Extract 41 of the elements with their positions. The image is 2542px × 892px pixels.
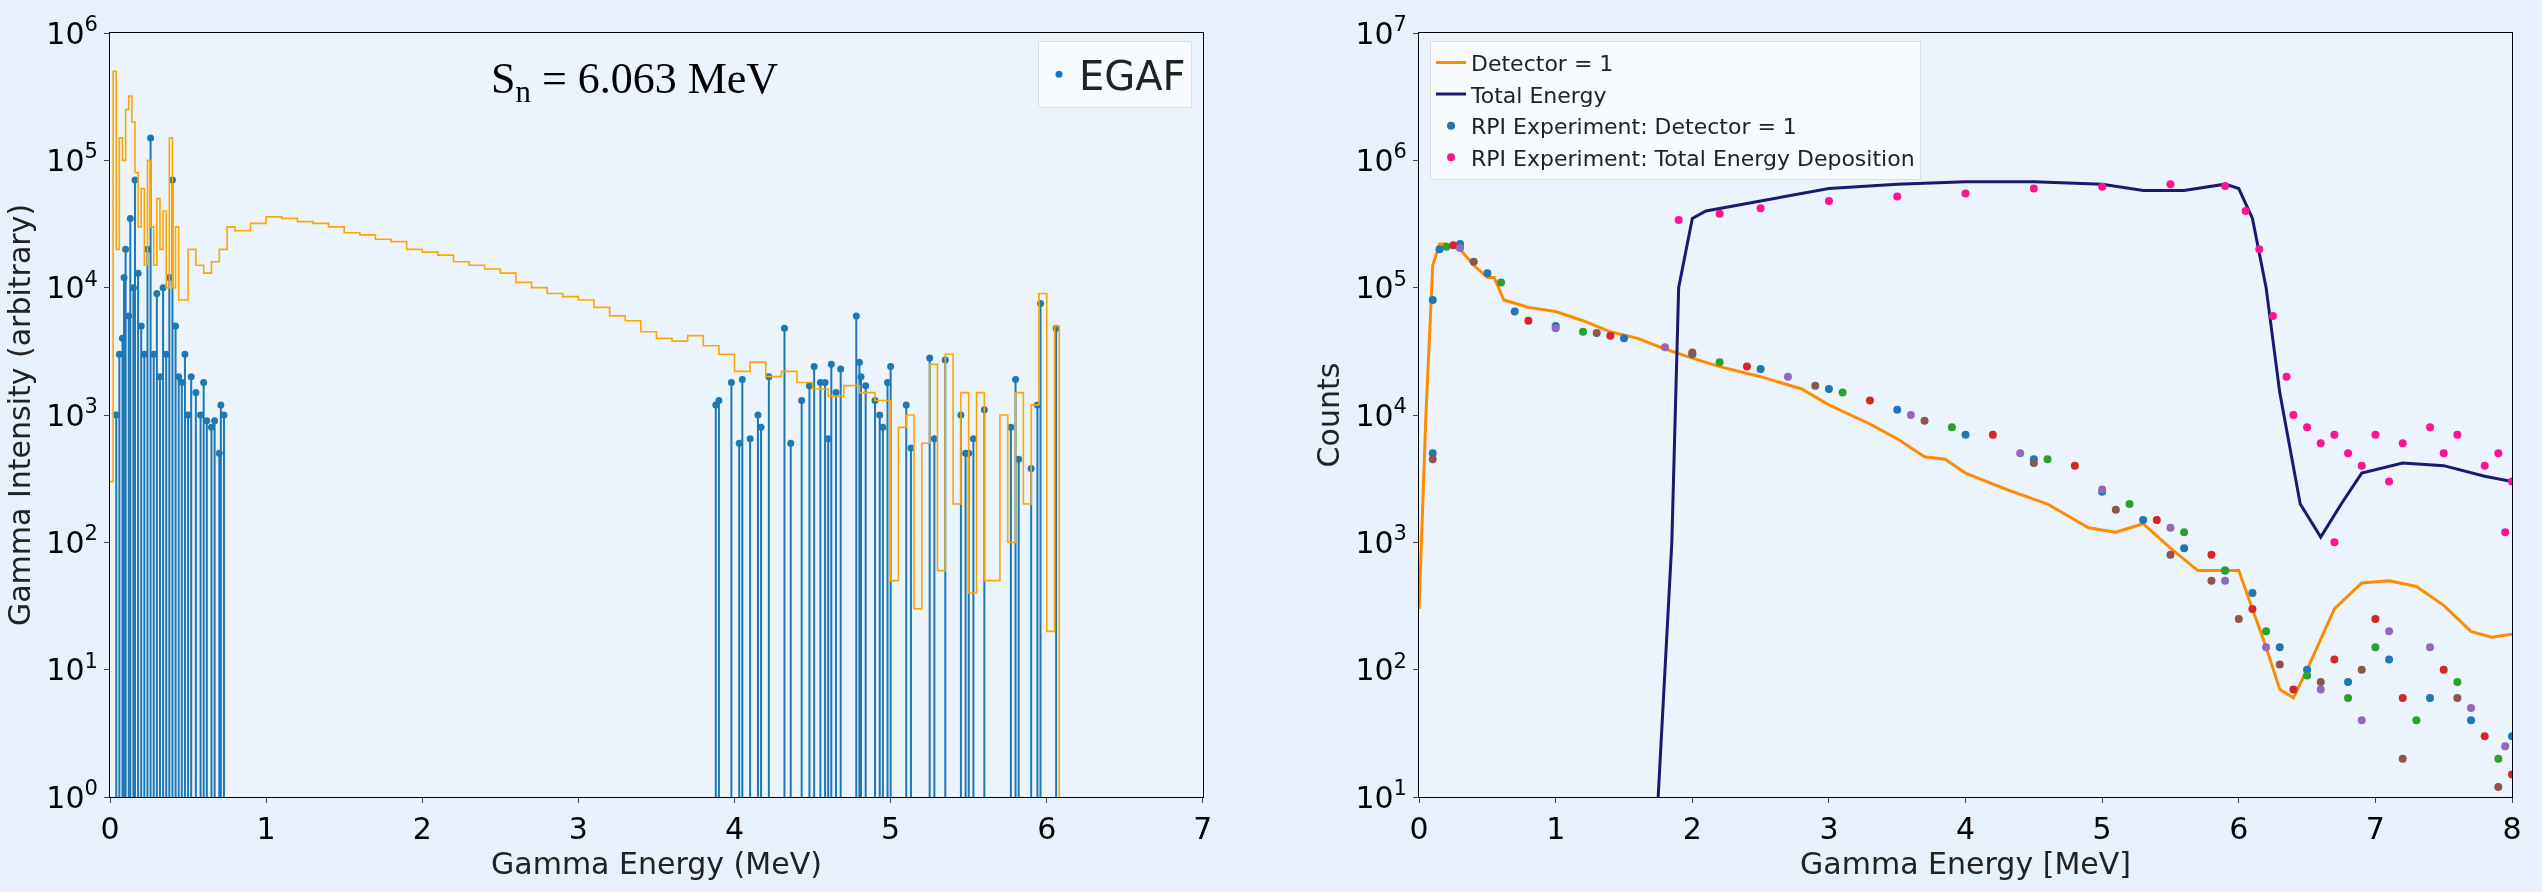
y-tick-label: 10$^{2}$ — [46, 521, 98, 560]
y-axis-title: Gamma Intensity (arbitrary) — [2, 203, 38, 627]
legend-label: Detector = 1 — [1471, 51, 1614, 77]
y-tick-label: 10$^{3}$ — [46, 393, 98, 433]
legend-label: EGAF — [1078, 52, 1186, 99]
y-tick-label: 10$^{3}$ — [1355, 521, 1407, 560]
x-tick-label: 3 — [1819, 811, 1839, 847]
x-tick-label: 4 — [724, 811, 745, 847]
x-tick-label: 7 — [1193, 811, 1213, 847]
y-tick-label: 10$^{7}$ — [1355, 11, 1407, 51]
x-tick-label: 5 — [881, 811, 901, 847]
y-tick-label: 10$^{6}$ — [46, 11, 98, 51]
y-tick-label: 10$^{6}$ — [1355, 139, 1407, 178]
x-tick-label: 1 — [1546, 811, 1566, 847]
x-tick-label: 7 — [2365, 811, 2385, 847]
x-tick-label: 3 — [568, 811, 588, 847]
y-tick-label: 10$^{1}$ — [46, 648, 98, 688]
x-axis-title: Gamma Energy (MeV) — [491, 846, 822, 882]
x-tick-label: 0 — [100, 811, 120, 847]
x-tick-label: 1 — [256, 811, 276, 847]
y-tick-label: 10$^{5}$ — [1355, 266, 1407, 306]
y-tick-label: 10$^{1}$ — [1355, 775, 1407, 815]
y-tick-label: 10$^{0}$ — [46, 775, 98, 815]
x-tick-label: 2 — [412, 811, 432, 847]
annotation: S$_{n}$ = 6.063 MeV — [491, 54, 779, 110]
x-tick-label: 0 — [1409, 811, 1429, 847]
x-tick-label: 8 — [2502, 811, 2522, 847]
y-tick-label: 10$^{4}$ — [1355, 393, 1407, 433]
y-tick-label: 10$^{4}$ — [46, 266, 98, 306]
x-tick-label: 4 — [1955, 811, 1976, 847]
x-tick-label: 2 — [1682, 811, 1702, 847]
legend-label: RPI Experiment: Total Energy Deposition — [1471, 145, 1915, 171]
x-tick-label: 6 — [2229, 811, 2249, 847]
x-axis-title: Gamma Energy [MeV] — [1800, 846, 2131, 882]
y-axis-title: Counts — [1311, 362, 1347, 468]
y-tick-label: 10$^{2}$ — [1355, 648, 1407, 688]
legend-label: RPI Experiment: Detector = 1 — [1471, 114, 1797, 140]
x-tick-label: 5 — [2092, 811, 2112, 847]
y-tick-label: 10$^{5}$ — [46, 139, 98, 178]
legend-label: Total Energy — [1470, 82, 1607, 108]
x-tick-label: 6 — [1037, 811, 1057, 847]
